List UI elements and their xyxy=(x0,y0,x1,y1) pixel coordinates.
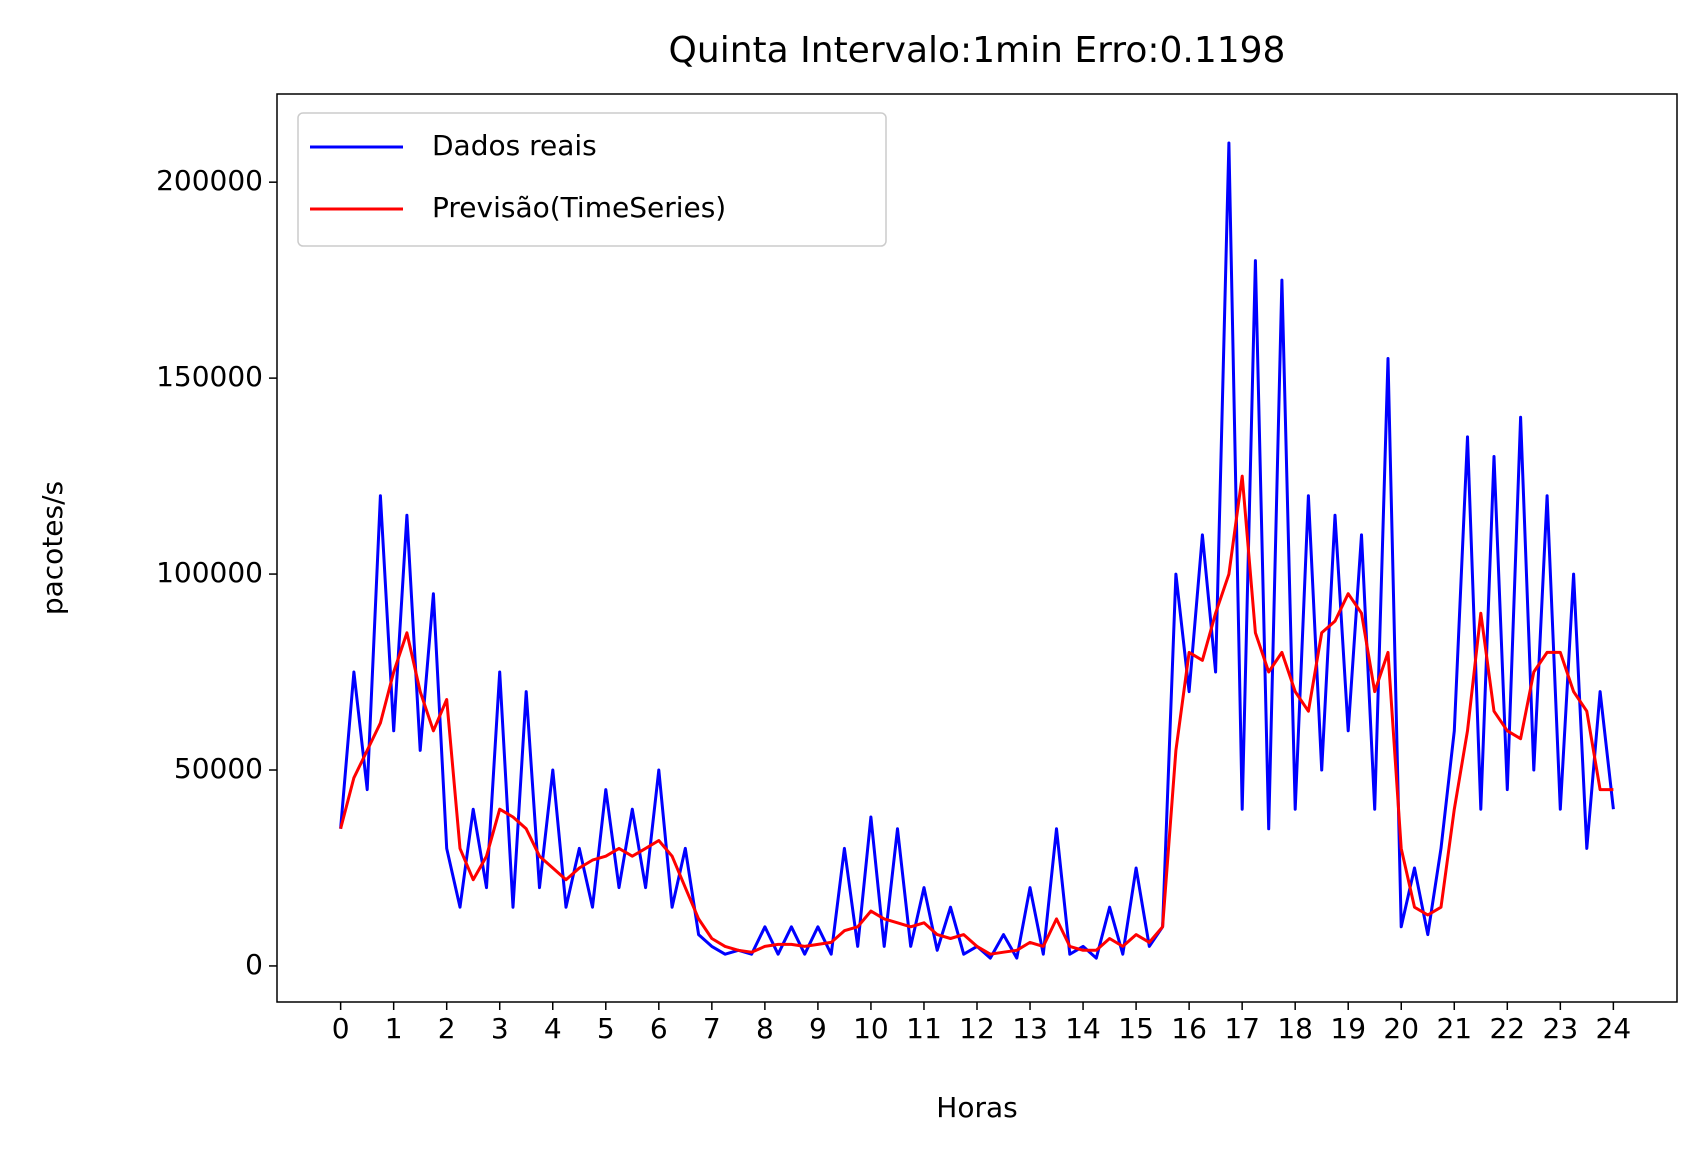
legend-box xyxy=(297,112,887,247)
x-tick-label: 9 xyxy=(809,1012,827,1045)
x-tick-label: 21 xyxy=(1436,1012,1472,1045)
x-tick-label: 10 xyxy=(853,1012,889,1045)
y-tick-label: 0 xyxy=(245,948,263,981)
y-tick-label: 150000 xyxy=(156,360,263,393)
legend-label: Dados reais xyxy=(432,129,597,162)
x-tick-label: 18 xyxy=(1277,1012,1313,1045)
y-axis-label: pacotes/s xyxy=(36,481,69,615)
y-tick-label: 50000 xyxy=(174,752,263,785)
x-tick-label: 13 xyxy=(1012,1012,1048,1045)
x-tick-label: 5 xyxy=(597,1012,615,1045)
x-tick-label: 24 xyxy=(1596,1012,1632,1045)
x-tick-label: 14 xyxy=(1065,1012,1101,1045)
x-tick-label: 0 xyxy=(332,1012,350,1045)
series-line xyxy=(339,474,1614,956)
x-tick-label: 19 xyxy=(1330,1012,1366,1045)
x-tick-label: 20 xyxy=(1383,1012,1419,1045)
x-tick-label: 8 xyxy=(756,1012,774,1045)
x-tick-label: 6 xyxy=(650,1012,668,1045)
x-tick-label: 17 xyxy=(1224,1012,1260,1045)
x-axis-label: Horas xyxy=(936,1091,1017,1124)
y-tick-label: 200000 xyxy=(156,164,263,197)
x-tick-label: 16 xyxy=(1171,1012,1207,1045)
x-tick-label: 11 xyxy=(906,1012,942,1045)
x-tick-label: 22 xyxy=(1489,1012,1525,1045)
x-tick-label: 7 xyxy=(703,1012,721,1045)
x-tick-label: 12 xyxy=(959,1012,995,1045)
chart-title: Quinta Intervalo:1min Erro:0.1198 xyxy=(669,30,1286,71)
x-tick-label: 3 xyxy=(491,1012,509,1045)
x-tick-label: 1 xyxy=(385,1012,403,1045)
plot-frame xyxy=(276,93,1678,1003)
series-line xyxy=(339,141,1615,960)
y-tick-label: 100000 xyxy=(156,556,263,589)
x-tick-label: 2 xyxy=(438,1012,456,1045)
x-tick-label: 23 xyxy=(1543,1012,1579,1045)
x-tick-label: 15 xyxy=(1118,1012,1154,1045)
legend-label: Previsão(TimeSeries) xyxy=(432,191,726,224)
x-tick-label: 4 xyxy=(544,1012,562,1045)
